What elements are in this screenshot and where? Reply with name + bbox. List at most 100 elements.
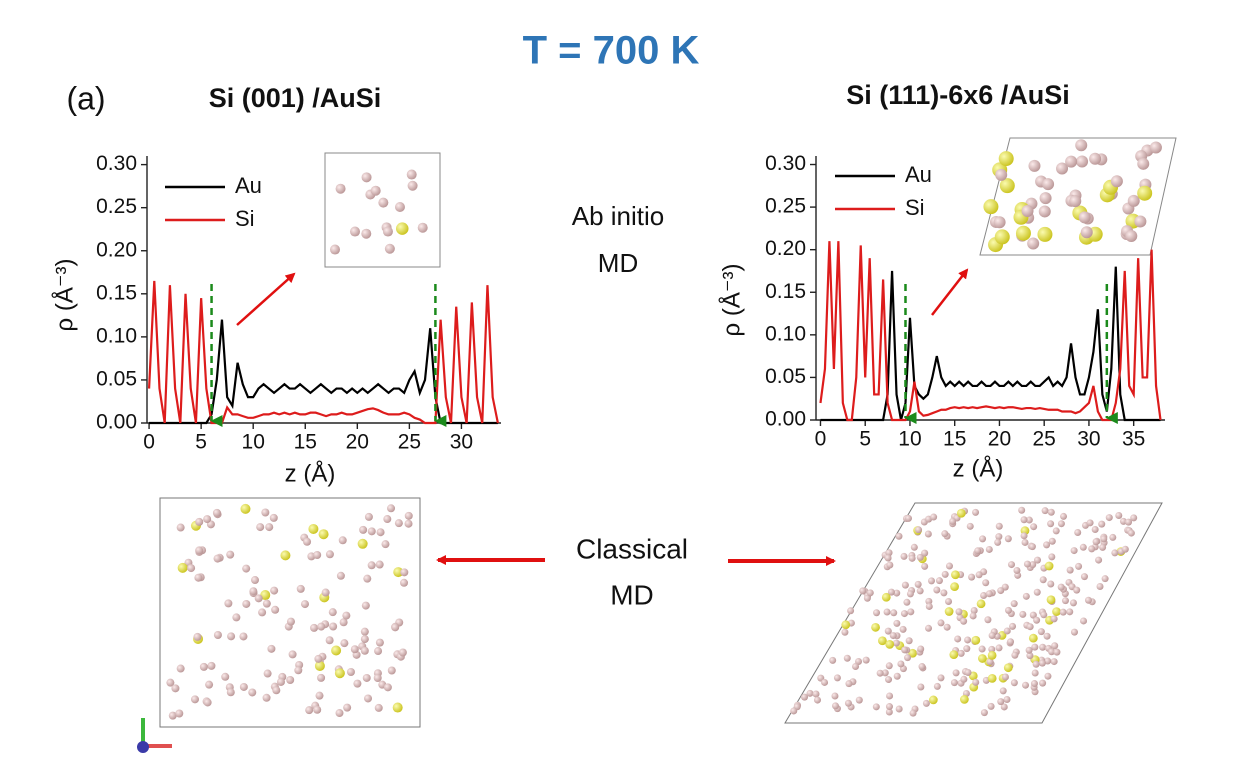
atom [956,508,966,518]
atom [1115,511,1123,519]
atom [213,554,222,563]
atom [984,616,992,624]
atom [417,222,428,233]
x-tick-label: 20 [346,431,369,454]
atom [1039,576,1047,584]
atom [1092,538,1100,546]
atom [933,586,941,594]
atom [1084,596,1092,604]
atom [1040,611,1048,619]
structure-frame [159,497,421,728]
atom [221,672,230,681]
atom [166,678,175,687]
atom [1098,520,1106,528]
atom [1075,139,1088,152]
atom [944,607,954,616]
atom [175,709,184,718]
atom [892,639,900,647]
atom [980,709,988,717]
atom [375,560,384,569]
atom [224,599,233,608]
y-tick-label: 0.20 [96,238,137,261]
atom [916,553,924,561]
atom [1075,562,1083,570]
atom [1033,616,1041,624]
atom [364,512,373,521]
atom [383,683,392,692]
atom [1013,566,1021,574]
atom [1061,597,1069,605]
atom [885,676,893,684]
atom [272,686,281,695]
atom [812,690,820,698]
atom [895,532,903,540]
atom [194,573,203,582]
atom [1065,155,1078,168]
atom [949,650,959,660]
atom [353,679,362,688]
atom [1010,679,1018,687]
atom [256,523,265,532]
y-tick-label: 0.30 [765,152,806,175]
atom [871,622,880,632]
atom [1033,588,1041,596]
atom [338,536,347,545]
atom [1028,543,1036,551]
atom [893,589,901,597]
atom [790,707,798,715]
atom [1026,623,1034,631]
atom [176,664,185,673]
atom [987,673,997,683]
atom [1025,516,1033,524]
atom [899,625,907,633]
atom [885,662,893,670]
atom [884,554,892,562]
atom [952,669,960,677]
atom [1003,627,1011,635]
atom [1021,538,1029,546]
atom [315,691,324,700]
atom [972,508,980,516]
legend-label: Au [235,173,262,198]
legend-label: Si [905,195,925,220]
atom [404,519,413,528]
atom [286,617,295,626]
atom [1057,520,1065,528]
atom [900,610,908,618]
atom [262,693,271,702]
atom [873,609,881,617]
atom [407,180,418,191]
atom [310,623,319,632]
y-tick-label: 0.00 [765,408,806,431]
atom [350,645,359,654]
atom [393,567,404,578]
atom [978,645,986,653]
atom [862,656,870,664]
atom [893,672,901,680]
y-tick-label: 0.05 [765,365,806,388]
atom [855,696,863,704]
atom [400,568,409,577]
atom [288,650,297,659]
arrow [931,268,969,316]
atom [303,537,312,546]
atom [1001,673,1009,681]
y-tick-label: 0.10 [765,322,806,345]
atom [976,599,986,609]
atom [387,666,396,675]
atom [1110,175,1123,188]
atom [924,530,932,538]
atom [951,570,960,580]
atom [941,570,949,578]
atom [925,597,933,605]
atom [1021,204,1034,217]
data-line [820,266,1161,422]
atom [1029,611,1037,619]
atom [1039,192,1052,205]
atom [881,592,891,602]
atom [1007,638,1015,646]
atom [346,668,355,677]
atom [918,663,926,671]
atom [993,216,1006,229]
atom [1127,529,1135,537]
